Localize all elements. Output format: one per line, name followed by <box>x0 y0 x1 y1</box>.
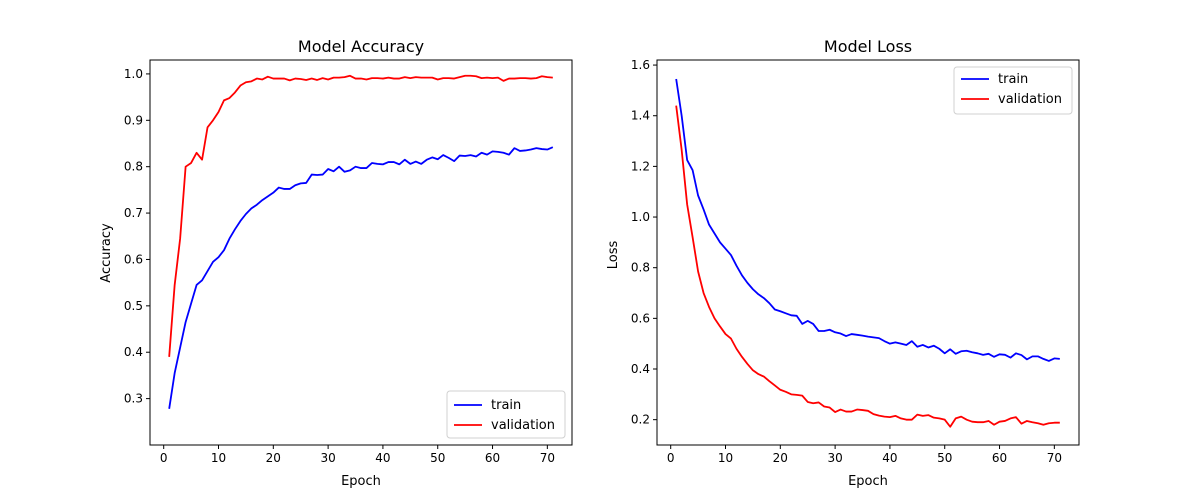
accuracy-x-tick-label: 20 <box>266 451 281 465</box>
accuracy-tick-group: 0 10 20 30 40 50 60 70 0.3 0.4 0.5 0.6 0.7 0.8 0.9 1.0 <box>124 67 555 465</box>
accuracy-x-tick-label: 60 <box>485 451 500 465</box>
accuracy-x-tick-label: 50 <box>430 451 445 465</box>
loss-series-line-train <box>675 78 1060 362</box>
loss-y-tick-label: 0.8 <box>631 261 650 275</box>
loss-series-line-validation <box>675 105 1060 428</box>
accuracy-y-tick-label: 1.0 <box>124 67 143 81</box>
loss-x-tick-label: 10 <box>718 451 733 465</box>
loss-y-axis-title: Loss <box>606 241 621 270</box>
loss-y-tick-label: 1.2 <box>631 159 650 173</box>
accuracy-y-tick-label: 0.9 <box>124 113 143 127</box>
accuracy-x-tick-label: 40 <box>375 451 390 465</box>
loss-x-tick-label: 0 <box>667 451 675 465</box>
loss-panel: Model Loss Epoch Loss 0 10 20 30 40 50 60 70 0.2… <box>606 37 1080 489</box>
loss-chart-title: Model Loss <box>824 37 912 56</box>
loss-x-axis-title: Epoch <box>848 474 888 489</box>
accuracy-x-axis-title: Epoch <box>341 474 381 489</box>
accuracy-x-tick-label: 10 <box>211 451 226 465</box>
loss-legend: train validation <box>953 66 1073 115</box>
accuracy-x-tick-label: 30 <box>320 451 335 465</box>
loss-y-tick-label: 0.4 <box>631 362 650 376</box>
loss-y-tick-label: 1.4 <box>631 109 650 123</box>
accuracy-legend-label-train: train <box>491 398 521 413</box>
loss-x-tick-label: 50 <box>937 451 952 465</box>
loss-x-tick-label: 60 <box>992 451 1007 465</box>
loss-x-tick-label: 20 <box>773 451 788 465</box>
accuracy-panel: Model Accuracy Epoch Accuracy 0 10 20 30 40 5… <box>99 37 573 489</box>
accuracy-y-tick-label: 0.5 <box>124 299 143 313</box>
loss-series-group <box>675 78 1060 428</box>
accuracy-y-tick-label: 0.6 <box>124 252 143 266</box>
accuracy-legend: train validation <box>446 390 566 439</box>
accuracy-y-tick-label: 0.4 <box>124 345 143 359</box>
accuracy-x-tick-label: 70 <box>540 451 555 465</box>
loss-y-tick-label: 1.0 <box>631 210 650 224</box>
accuracy-series-group <box>168 74 554 409</box>
loss-y-tick-label: 1.6 <box>631 58 650 72</box>
loss-legend-label-validation: validation <box>998 92 1062 107</box>
accuracy-series-line-train <box>168 146 554 409</box>
loss-y-tick-label: 0.2 <box>631 413 650 427</box>
accuracy-legend-label-validation: validation <box>491 418 555 433</box>
accuracy-legend-box <box>446 390 566 439</box>
accuracy-plot-frame <box>149 59 573 446</box>
accuracy-chart-title: Model Accuracy <box>298 37 424 56</box>
loss-plot-frame <box>656 59 1080 446</box>
accuracy-x-tick-label: 0 <box>160 451 168 465</box>
loss-tick-group: 0 10 20 30 40 50 60 70 0.2 0.4 0.6 0.8 1.0 1.2 1.4 1.6 <box>631 58 1062 465</box>
accuracy-series-line-validation <box>168 74 553 357</box>
accuracy-y-axis-title: Accuracy <box>99 223 114 283</box>
loss-x-tick-label: 70 <box>1047 451 1062 465</box>
loss-x-tick-label: 40 <box>882 451 897 465</box>
loss-y-tick-label: 0.6 <box>631 311 650 325</box>
accuracy-y-tick-label: 0.8 <box>124 160 143 174</box>
accuracy-y-tick-label: 0.3 <box>124 392 143 406</box>
loss-x-tick-label: 30 <box>827 451 842 465</box>
loss-legend-label-train: train <box>998 72 1028 87</box>
accuracy-y-tick-label: 0.7 <box>124 206 143 220</box>
